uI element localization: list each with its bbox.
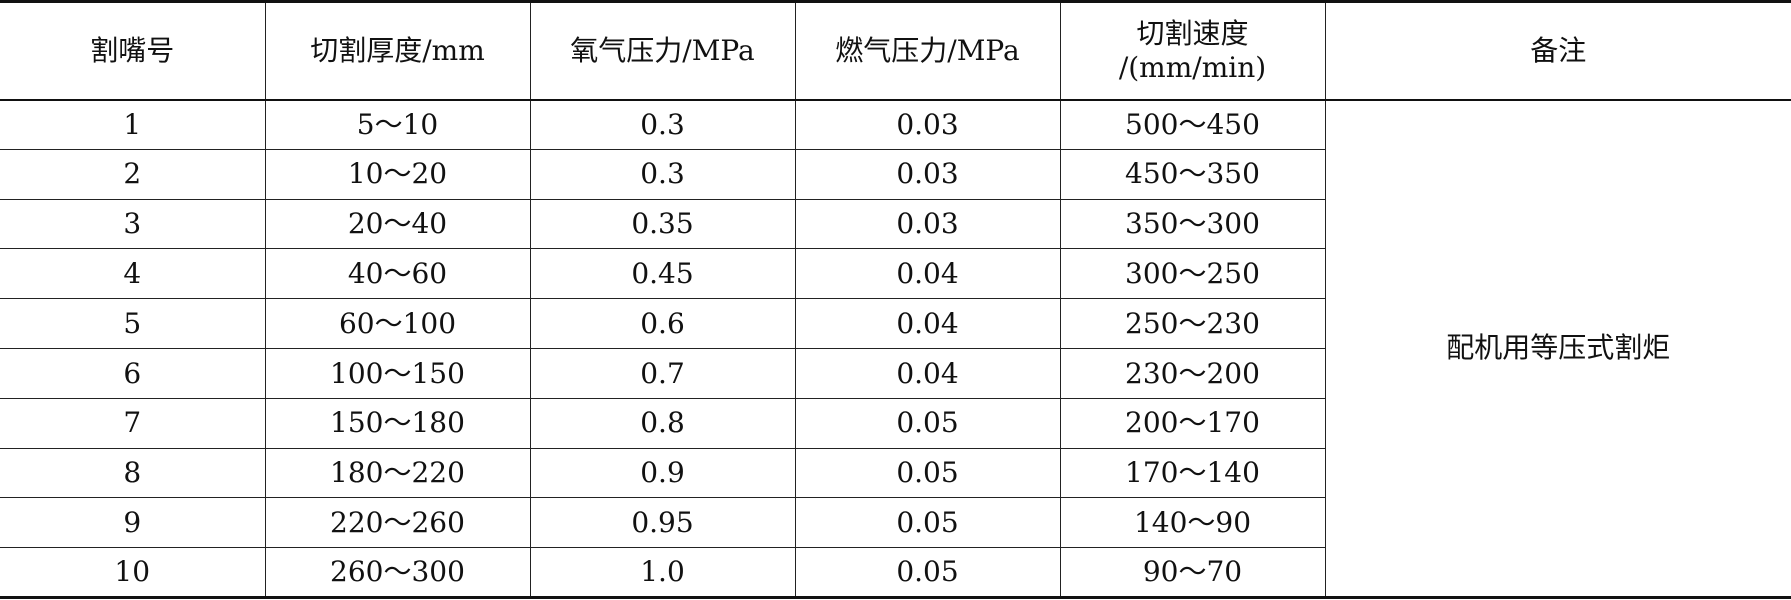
cell-cutting-speed: 450～350 xyxy=(1059,148,1325,200)
header-cutting-thickness: 切割厚度/mm xyxy=(264,0,530,100)
cell-cutting-speed: 250～230 xyxy=(1059,298,1325,349)
cell-nozzle: 3 xyxy=(0,198,265,249)
cell-gas-pressure: 0.04 xyxy=(794,347,1060,399)
cell-oxygen-pressure: 0.6 xyxy=(529,298,795,349)
table-row: 5 60～100 0.6 0.04 250～230 xyxy=(0,298,1791,349)
cell-oxygen-pressure: 0.3 xyxy=(529,148,795,200)
header-oxygen-pressure: 氧气压力/MPa xyxy=(529,0,795,100)
cell-remark: 配机用等压式割炬 xyxy=(1324,98,1791,599)
cell-nozzle: 6 xyxy=(0,347,265,399)
cell-oxygen-pressure: 0.45 xyxy=(529,248,795,299)
cell-cutting-speed: 500～450 xyxy=(1059,98,1325,150)
cell-thickness: 20～40 xyxy=(264,198,530,249)
cell-cutting-speed: 300～250 xyxy=(1059,248,1325,299)
cell-gas-pressure: 0.05 xyxy=(794,447,1060,498)
table-row: 3 20～40 0.35 0.03 350～300 xyxy=(0,198,1791,249)
header-cutting-speed-line2: /(mm/min) xyxy=(1118,50,1267,84)
cell-gas-pressure: 0.05 xyxy=(794,497,1060,548)
cell-oxygen-pressure: 0.3 xyxy=(529,98,795,150)
cell-oxygen-pressure: 0.35 xyxy=(529,198,795,249)
cell-oxygen-pressure: 0.8 xyxy=(529,397,795,449)
cell-gas-pressure: 0.04 xyxy=(794,248,1060,299)
cell-oxygen-pressure: 1.0 xyxy=(529,547,795,599)
table-row: 1 5～10 0.3 0.03 500～450 配机用等压式割炬 xyxy=(0,98,1791,599)
cell-nozzle: 5 xyxy=(0,298,265,349)
cell-oxygen-pressure: 0.7 xyxy=(529,347,795,399)
cell-thickness: 260～300 xyxy=(264,547,530,599)
table-row: 6 100～150 0.7 0.04 230～200 xyxy=(0,347,1791,399)
cell-thickness: 180～220 xyxy=(264,447,530,498)
cell-nozzle: 2 xyxy=(0,148,265,200)
cell-thickness: 100～150 xyxy=(264,347,530,399)
cell-nozzle: 10 xyxy=(0,547,265,599)
cell-gas-pressure: 0.03 xyxy=(794,148,1060,200)
cell-cutting-speed: 170～140 xyxy=(1059,447,1325,498)
cell-oxygen-pressure: 0.9 xyxy=(529,447,795,498)
cell-cutting-speed: 140～90 xyxy=(1059,497,1325,548)
cell-cutting-speed: 350～300 xyxy=(1059,198,1325,249)
cell-nozzle: 7 xyxy=(0,397,265,449)
cell-thickness: 10～20 xyxy=(264,148,530,200)
cell-thickness: 150～180 xyxy=(264,397,530,449)
table-row: 9 220～260 0.95 0.05 140～90 xyxy=(0,497,1791,548)
cell-gas-pressure: 0.03 xyxy=(794,198,1060,249)
cell-thickness: 60～100 xyxy=(264,298,530,349)
header-cutting-speed-line1: 切割速度 xyxy=(1136,17,1249,51)
table-row: 8 180～220 0.9 0.05 170～140 xyxy=(0,447,1791,498)
cell-thickness: 220～260 xyxy=(264,497,530,548)
cell-thickness: 5～10 xyxy=(264,98,530,150)
header-remark: 备注 xyxy=(1324,0,1791,100)
cell-nozzle: 8 xyxy=(0,447,265,498)
header-nozzle-number: 割嘴号 xyxy=(0,0,265,100)
cell-gas-pressure: 0.05 xyxy=(794,397,1060,449)
header-gas-pressure: 燃气压力/MPa xyxy=(794,0,1060,100)
cell-nozzle: 4 xyxy=(0,248,265,299)
cell-cutting-speed: 90～70 xyxy=(1059,547,1325,599)
header-cutting-speed: 切割速度 /(mm/min) xyxy=(1059,0,1325,100)
cell-thickness: 40～60 xyxy=(264,248,530,299)
cell-oxygen-pressure: 0.95 xyxy=(529,497,795,548)
cell-gas-pressure: 0.05 xyxy=(794,547,1060,599)
table-header-row: 割嘴号 切割厚度/mm 氧气压力/MPa 燃气压力/MPa 切割速度 /(mm/… xyxy=(0,0,1791,100)
cell-nozzle: 9 xyxy=(0,497,265,548)
cell-gas-pressure: 0.04 xyxy=(794,298,1060,349)
table-row: 4 40～60 0.45 0.04 300～250 xyxy=(0,248,1791,299)
table-row: 7 150～180 0.8 0.05 200～170 xyxy=(0,397,1791,449)
cell-cutting-speed: 200～170 xyxy=(1059,397,1325,449)
table-row: 2 10～20 0.3 0.03 450～350 xyxy=(0,148,1791,200)
cell-gas-pressure: 0.03 xyxy=(794,98,1060,150)
cell-nozzle: 1 xyxy=(0,98,265,150)
cell-cutting-speed: 230～200 xyxy=(1059,347,1325,399)
table-row: 10 260～300 1.0 0.05 90～70 xyxy=(0,547,1791,599)
